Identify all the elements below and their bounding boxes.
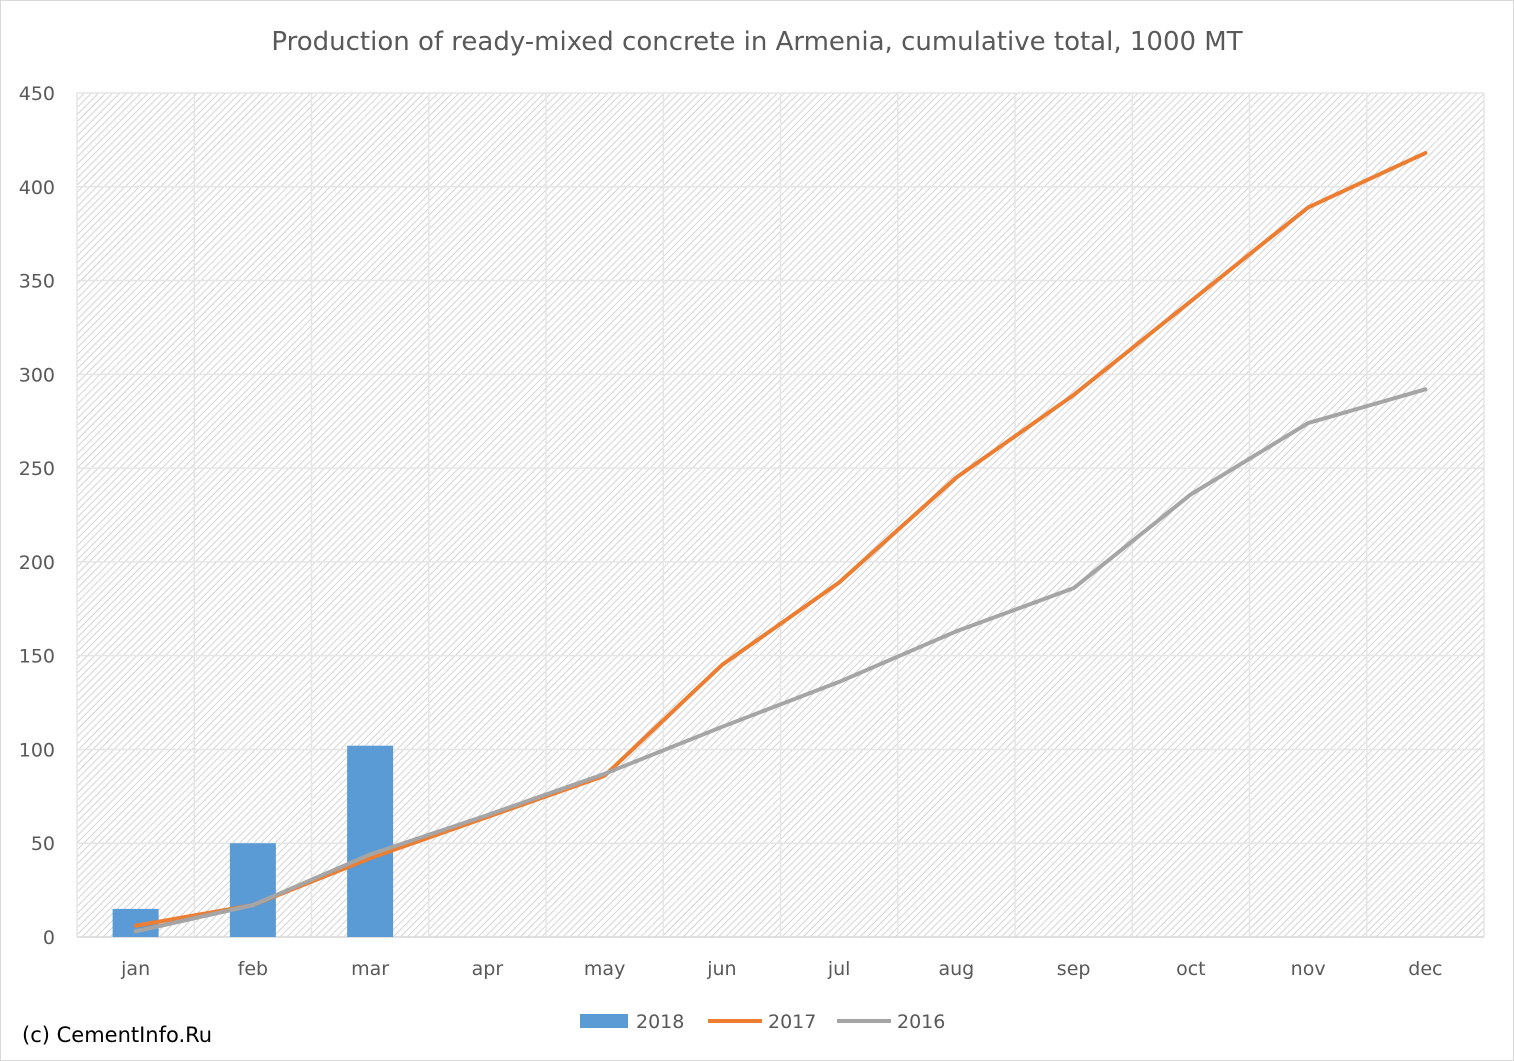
series-line-2017	[133, 151, 1428, 928]
x-tick-label: jan	[120, 958, 150, 980]
y-tick-label: 250	[19, 458, 55, 480]
bar-series-2018	[112, 745, 394, 937]
y-tick-label: 450	[19, 83, 55, 105]
legend: 2018 2017 2016	[580, 1011, 945, 1033]
x-tick-label: oct	[1176, 958, 1206, 980]
x-tick-label: jun	[706, 958, 736, 980]
x-tick-label: dec	[1408, 958, 1442, 980]
y-tick-label: 300	[19, 364, 55, 386]
y-tick-label: 400	[19, 177, 55, 199]
y-axis: 0 50 100 150 200 250 300 350 400 450	[19, 83, 55, 949]
line-series	[133, 151, 1428, 934]
x-tick-label: nov	[1291, 958, 1326, 980]
x-tick-label: feb	[238, 958, 268, 980]
y-tick-label: 50	[31, 833, 55, 855]
chart-title: Production of ready-mixed concrete in Ar…	[271, 27, 1242, 57]
gridlines	[76, 92, 1485, 938]
copyright-text: (c) CementInfo.Ru	[22, 1023, 212, 1047]
x-axis: jan feb mar apr may jun jul aug sep oct nov dec	[77, 936, 1484, 980]
series-line-2016	[133, 387, 1428, 934]
y-tick-label: 350	[19, 271, 55, 293]
legend-label: 2016	[897, 1011, 945, 1033]
y-tick-label: 150	[19, 646, 55, 668]
y-tick-label: 200	[19, 552, 55, 574]
x-tick-label: jul	[827, 958, 851, 980]
x-tick-label: aug	[939, 958, 975, 980]
legend-label: 2018	[636, 1011, 684, 1033]
legend-label: 2017	[768, 1011, 816, 1033]
x-tick-label: apr	[472, 958, 504, 980]
x-tick-label: sep	[1057, 958, 1091, 980]
y-tick-label: 0	[43, 927, 55, 949]
x-tick-label: may	[584, 958, 625, 980]
legend-swatch	[580, 1014, 628, 1028]
y-tick-label: 100	[19, 739, 55, 761]
bar	[347, 745, 394, 937]
x-tick-label: mar	[351, 958, 389, 980]
bar	[229, 843, 276, 937]
